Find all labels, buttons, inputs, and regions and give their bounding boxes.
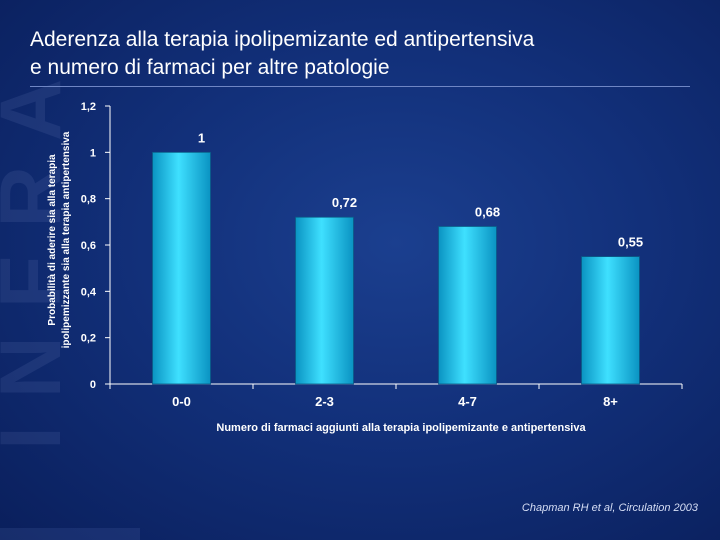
bar	[152, 151, 211, 385]
y-axis-title-line-1: Probabilità di aderire sia alla terapia	[47, 154, 58, 326]
bar	[581, 256, 640, 385]
title-divider	[30, 86, 690, 87]
y-tick-label: 0	[90, 379, 96, 391]
title-line-2: e numero di farmaci per altre patologie	[30, 56, 390, 79]
x-tick-label: 4-7	[458, 394, 477, 409]
bars	[152, 151, 640, 385]
citation: Chapman RH et al, Circulation 2003	[521, 502, 698, 514]
data-label: 0,72	[332, 195, 357, 210]
y-axis-title: Probabilità di aderire sia alla terapia i…	[47, 131, 72, 348]
data-label: 0,68	[475, 204, 500, 219]
title-line-1: Aderenza alla terapia ipolipemizante ed …	[30, 28, 535, 51]
x-tick-label: 2-3	[315, 394, 334, 409]
bar	[438, 226, 497, 385]
slide-title: Aderenza alla terapia ipolipemizante ed …	[30, 26, 700, 82]
y-axis-title-line-2: ipolipemizzante sia alla terapia antiper…	[61, 131, 72, 348]
y-tick-label: 0,6	[81, 240, 96, 252]
bar	[295, 216, 354, 385]
data-label: 0,55	[618, 235, 643, 250]
x-tick-label: 0-0	[172, 394, 191, 409]
y-tick-label: 1,2	[81, 101, 96, 113]
y-tick-label: 0,8	[81, 194, 96, 206]
labels: 0 0,2 0,4 0,6 0,8 1 1,2 1 0-0 0,72 2-3 0,68 4-7 0,55 8…	[47, 101, 643, 434]
decorative-band	[0, 528, 140, 540]
y-tick-label: 0,2	[81, 333, 96, 345]
x-tick-label: 8+	[603, 394, 618, 409]
x-axis-title: Numero di farmaci aggiunti alla terapia …	[216, 422, 586, 434]
y-tick-label: 0,4	[81, 286, 97, 298]
data-label: 1	[198, 130, 205, 145]
y-tick-label: 1	[90, 147, 96, 159]
